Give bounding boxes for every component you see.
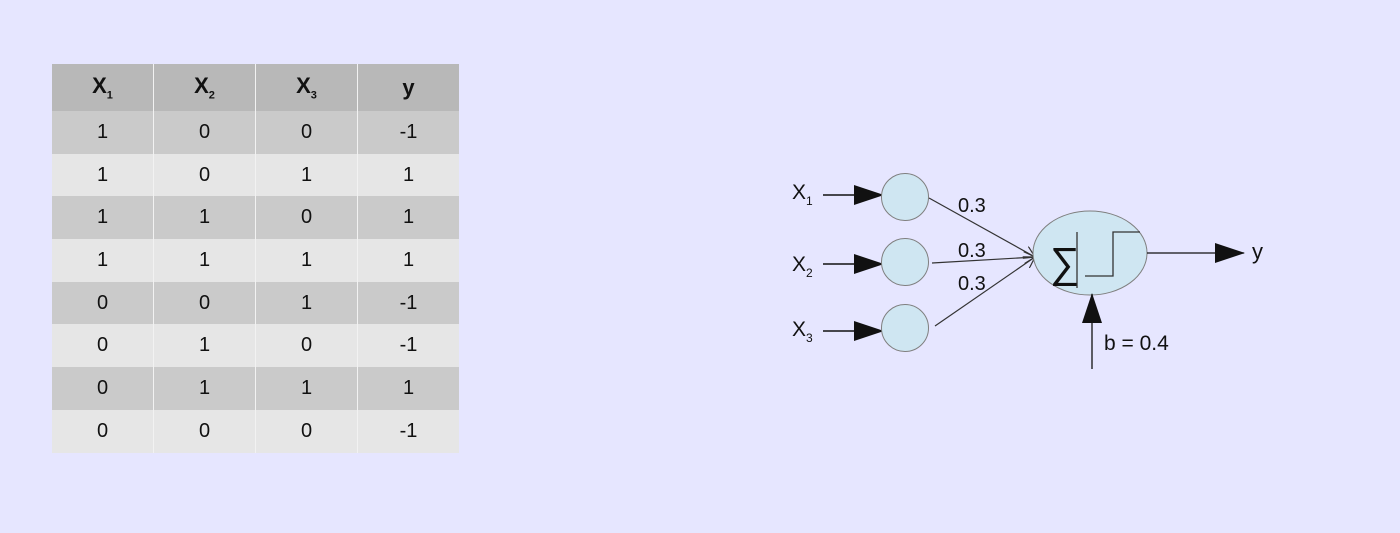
table-cell: 0 [153,153,256,197]
truth-table: X1 X2 X3 y 1 0 0 -1 1 0 1 1 1 1 0 1 1 1 … [52,64,459,453]
table-cell: 1 [52,111,154,154]
weight-label-2: 0.3 [958,240,986,262]
table-header-row: X1 X2 X3 y [52,64,459,111]
table-cell: 0 [255,111,358,154]
weight-label-3: 0.3 [958,273,986,295]
table-cell: 0 [255,196,358,240]
table-row: 1 1 1 1 [52,239,459,282]
header-x2: X2 [153,64,256,111]
table-row: 1 0 1 1 [52,153,459,197]
weight-label-1: 0.3 [958,195,986,217]
table-cell: 1 [153,196,256,240]
table-cell: 1 [357,196,459,240]
table-cell: 0 [52,409,154,453]
table-cell: 1 [153,239,256,282]
table-cell: 0 [255,409,358,453]
header-x3: X3 [255,64,358,111]
weight-line-1 [928,197,1035,257]
weight-line-2 [931,257,1035,263]
table-cell: 0 [153,409,256,453]
input-node-1 [881,173,929,221]
input-label-x2: X2 [792,253,813,280]
table-cell: 0 [52,281,154,325]
bias-label: b = 0.4 [1104,332,1169,355]
output-label: y [1252,239,1263,264]
table-cell: 0 [255,324,358,368]
table-cell: 1 [52,239,154,282]
table-cell: 1 [255,367,358,410]
table-row: 1 1 0 1 [52,196,459,240]
header-x1: X1 [52,64,154,111]
input-node-2 [881,238,929,286]
table-row: 1 0 0 -1 [52,111,459,154]
table-cell: -1 [357,324,459,368]
table-cell: 0 [153,111,256,154]
weight-line-3 [934,257,1035,327]
input-label-x1: X1 [792,181,813,208]
table-row: 0 1 1 1 [52,367,459,410]
input-node-3 [881,304,929,352]
table-cell: 1 [255,281,358,325]
table-cell: 1 [357,153,459,197]
table-cell: 1 [255,153,358,197]
table-cell: -1 [357,281,459,325]
table-cell: 1 [153,367,256,410]
table-row: 0 0 0 -1 [52,409,459,453]
table-cell: 1 [357,367,459,410]
input-label-x3: X3 [792,318,813,345]
table-cell: 1 [52,153,154,197]
table-cell: 1 [52,196,154,240]
table-cell: 1 [153,324,256,368]
table-cell: -1 [357,409,459,453]
step-function-icon [1085,231,1140,277]
table-cell: 0 [52,367,154,410]
table-cell: -1 [357,111,459,154]
table-row: 0 1 0 -1 [52,324,459,368]
table-cell: 0 [153,281,256,325]
table-cell: 1 [255,239,358,282]
sum-symbol: ∑ [1050,239,1080,286]
table-cell: 1 [357,239,459,282]
table-row: 0 0 1 -1 [52,281,459,325]
table-cell: 0 [52,324,154,368]
header-y: y [357,64,459,111]
